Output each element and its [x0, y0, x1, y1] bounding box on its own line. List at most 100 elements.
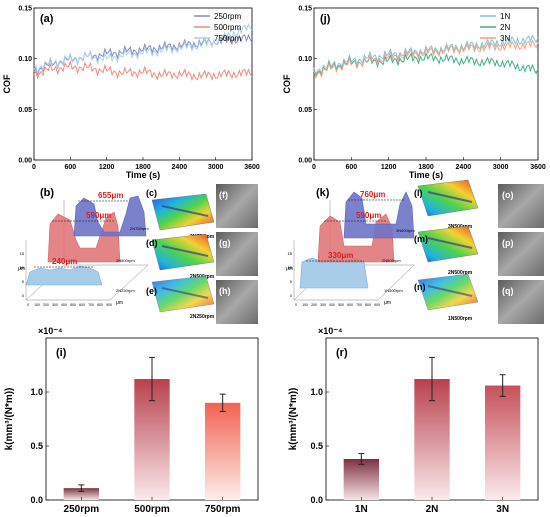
annotation-width-bottom: 240μm: [52, 257, 77, 266]
x-tick-label: 3N: [496, 504, 509, 515]
legend-label: 500rpm: [214, 23, 241, 32]
panel-label: (o): [502, 190, 514, 200]
x-axis-unit: μm: [116, 300, 123, 306]
x-tick-label: 0: [32, 164, 36, 171]
micrograph-p: [498, 232, 544, 276]
legend-label: 1N: [500, 12, 510, 21]
side-label: 2N750rpm: [130, 226, 149, 231]
x-tick-label: 2N: [426, 504, 439, 515]
y-axis-label: COF: [2, 74, 12, 94]
micrograph-g: [216, 232, 258, 276]
surface-map-c: (c) 2N750rpm: [146, 188, 215, 240]
x-tick-label: 3000: [493, 164, 509, 171]
series-line-1N: [313, 33, 539, 77]
cof-chart-j: (j) 0 600 1200 1800 2400 3000 3600 0.00 0.05 0.1…: [282, 6, 546, 181]
y-tick-label: 0.15: [18, 6, 32, 13]
profile-panel-k: (k) 760μm 590μm 330μm 3N500rpm 2N500rpm …: [286, 187, 415, 307]
x-tick-label: 3000: [208, 164, 224, 171]
x-tick-label: 300: [52, 303, 58, 307]
panel-label: (g): [219, 238, 231, 248]
z-tick-label: 5: [22, 279, 25, 284]
bar-1N: [343, 458, 379, 500]
panel-label: (r): [336, 347, 348, 359]
z-tick-label: 10: [20, 265, 25, 270]
wear-rate-chart-r: ×10⁻⁴ (r) 0.0 0.5 1.0 1N 2N 3N k(mm³/(N*m)): [288, 326, 539, 515]
x-tick-label: 0: [295, 303, 297, 307]
panel-label: (p): [502, 238, 514, 248]
x-tick-label: 700: [88, 303, 94, 307]
map-caption: 2N250rpm: [190, 314, 215, 320]
panel-label: (b): [40, 187, 54, 199]
annotation-width-top: 760μm: [360, 190, 385, 199]
x-tick-label: 700: [356, 303, 362, 307]
y-tick-label: 0.0: [30, 495, 43, 505]
x-tick-label: 3600: [244, 164, 260, 171]
y-tick-label: 1.0: [310, 387, 323, 397]
x-tick-label: 500: [338, 303, 344, 307]
y-tick-label: 0.10: [18, 56, 32, 63]
surface-map-n: (n) 1N500rpm: [414, 273, 479, 322]
surface-map-l: (l) 3N500rpm: [414, 179, 479, 230]
series-line-3N: [313, 39, 539, 80]
y-tick-label: 0.10: [298, 56, 312, 63]
legend-label: 3N: [500, 34, 510, 43]
x-tick-label: 500rpm: [134, 504, 170, 515]
y-tick-label: 0.05: [18, 107, 32, 114]
x-tick-label: 600: [347, 303, 353, 307]
x-tick-label: 400: [61, 303, 67, 307]
panel-label: (d): [146, 238, 158, 248]
series-line-750rpm: [33, 22, 253, 75]
profile-bottom: [299, 257, 369, 289]
x-tick-label: 1800: [135, 164, 151, 171]
x-tick-label: 900: [106, 303, 112, 307]
z-axis-unit: μm: [18, 266, 25, 272]
bar-3N: [485, 385, 521, 500]
x-tick-label: 300: [320, 303, 326, 307]
map-caption: 1N500rpm: [448, 316, 473, 322]
side-label: 1N500rpm: [384, 288, 403, 293]
surface-maps-left: (c) 2N750rpm (d) 2N500rpm (e) 2N250rpm: [146, 188, 215, 320]
panel-label: (m): [414, 234, 428, 244]
y-axis-label: COF: [282, 74, 292, 94]
x-axis-unit: μm: [384, 300, 391, 306]
panel-label: (i): [56, 347, 67, 359]
x-tick-label: 250rpm: [64, 504, 100, 515]
side-label: 3N500rpm: [396, 228, 415, 233]
x-tick-label: 100: [302, 303, 308, 307]
x-tick-label: 200: [311, 303, 317, 307]
profile-top: [343, 191, 415, 239]
x-tick-label: 1200: [99, 164, 115, 171]
annotation-width-bottom: 330μm: [328, 251, 353, 260]
x-tick-label: 500: [70, 303, 76, 307]
profile-bottom: [25, 265, 103, 286]
profile-top: [73, 195, 147, 237]
annotation-width-mid: 590μm: [356, 211, 381, 220]
x-tick-label: 800: [365, 303, 371, 307]
bar-750rpm: [205, 402, 241, 500]
panel-label: (l): [414, 188, 423, 198]
y-axis-label: k(mm³/(N*m)): [4, 388, 15, 451]
x-tick-label: 0: [312, 164, 316, 171]
x-tick-label: 750rpm: [205, 504, 241, 515]
x-axis-label: Time (s): [126, 170, 160, 180]
y-tick-label: 0.0: [310, 495, 323, 505]
micrographs-left: (f) (g) (h): [216, 184, 258, 324]
micrograph-q: [498, 280, 544, 324]
panel-label: (k): [316, 187, 330, 199]
x-tick-label: 800: [97, 303, 103, 307]
panel-label: (c): [146, 188, 157, 198]
x-tick-label: 1200: [381, 164, 397, 171]
y-tick-label: 1.0: [30, 387, 43, 397]
profile-mid: [47, 211, 121, 263]
side-label: 2N250rpm: [116, 288, 135, 293]
y-tick-label: 0.00: [298, 158, 312, 165]
x-tick-label: 1N: [355, 504, 368, 515]
z-tick-label: 0: [22, 293, 25, 298]
bar-250rpm: [63, 488, 99, 500]
x-axis-label: Time (s): [409, 170, 443, 180]
y-axis-label: k(mm³/(N*m)): [288, 388, 299, 451]
x-tick-label: 200: [43, 303, 49, 307]
legend-label: 750rpm: [214, 34, 241, 43]
legend-label: 2N: [500, 23, 510, 32]
